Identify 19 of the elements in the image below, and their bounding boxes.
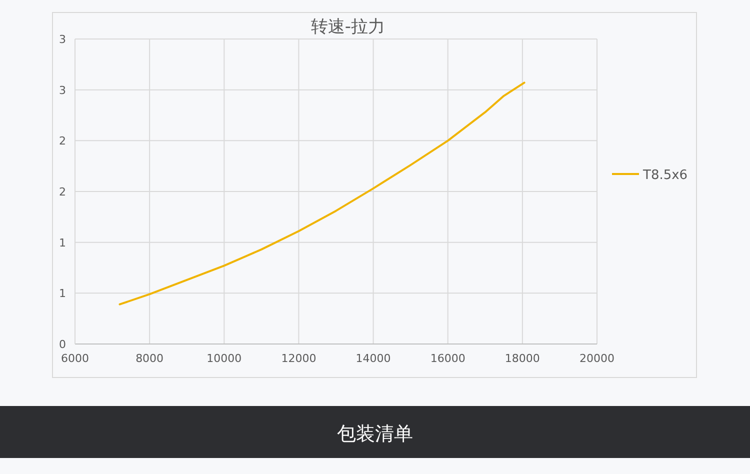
x-tick-label: 10000: [206, 352, 242, 365]
chart-title: 转速-拉力: [310, 17, 386, 37]
x-tick-label: 14000: [356, 352, 391, 365]
line-series: [118, 82, 526, 306]
x-tick-label: 8000: [136, 352, 164, 365]
text: 包装清单: [337, 423, 413, 445]
x-tick-label: 16000: [430, 352, 466, 365]
x-tick-label: 18000: [504, 352, 540, 365]
y-tick-label: 3: [59, 84, 66, 97]
y-tick-label: 1: [59, 236, 66, 250]
x-tick-label: 12000: [281, 352, 316, 365]
y-tick-label: 2: [59, 186, 66, 198]
y-tick-label: 0: [59, 338, 66, 351]
x-tick-label: 6000: [61, 352, 89, 365]
legend-label: T8.5x6: [642, 168, 688, 183]
y-tick-label: 1: [59, 287, 66, 300]
x-tick-label: 20000: [580, 352, 614, 365]
y-tick-label: 3: [59, 33, 66, 46]
y-tick-label: 2: [59, 134, 66, 148]
